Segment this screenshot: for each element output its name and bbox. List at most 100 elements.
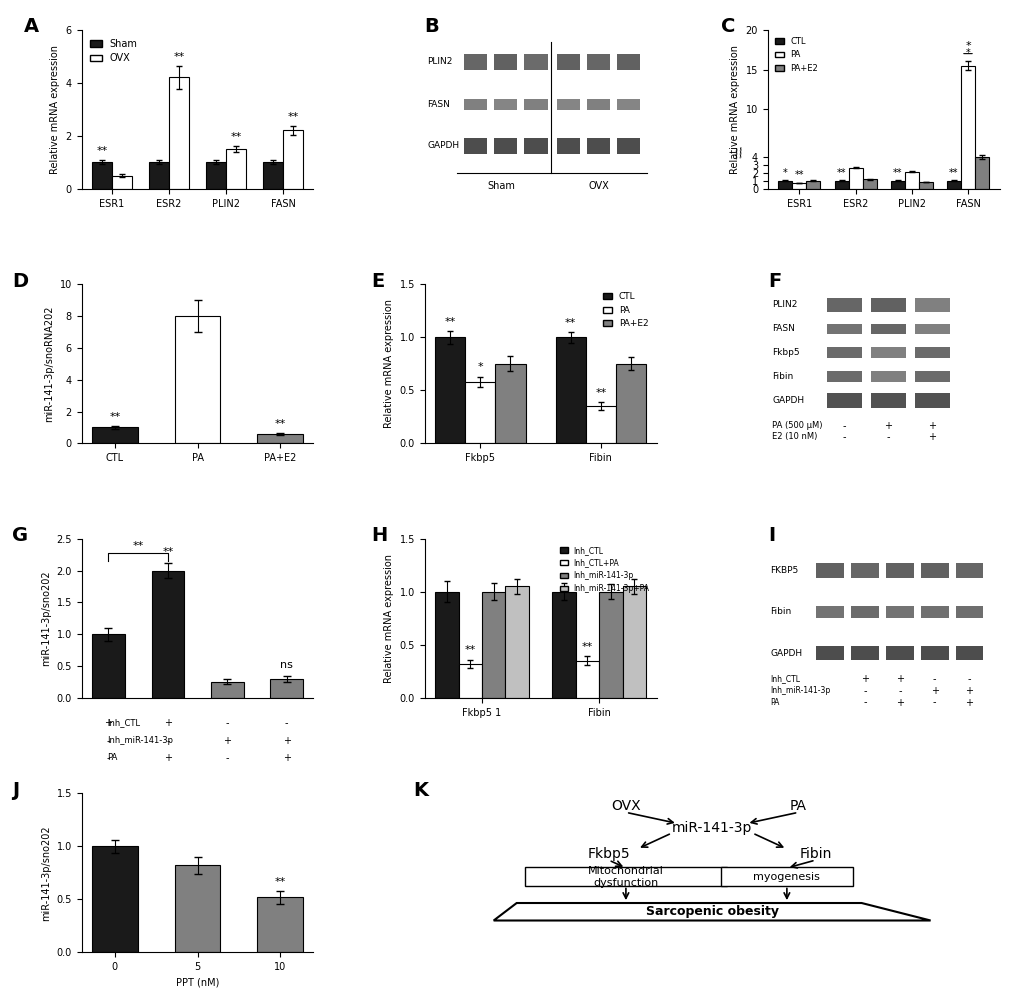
Bar xyxy=(826,298,861,312)
Bar xyxy=(815,606,844,618)
Text: PA: PA xyxy=(107,754,117,763)
Bar xyxy=(555,337,585,443)
Bar xyxy=(616,138,640,154)
Bar xyxy=(848,168,862,188)
Bar xyxy=(494,54,517,69)
Bar xyxy=(112,176,131,188)
Bar xyxy=(862,180,875,188)
Text: FASN: FASN xyxy=(427,100,449,109)
Text: PA: PA xyxy=(789,799,806,813)
Text: I: I xyxy=(767,526,774,545)
Text: ns: ns xyxy=(280,661,292,671)
Bar xyxy=(92,428,138,443)
Y-axis label: miR-141-3p/sno202: miR-141-3p/sno202 xyxy=(41,825,51,921)
Text: -: - xyxy=(842,421,845,431)
Text: G: G xyxy=(12,526,29,545)
Bar xyxy=(482,592,505,697)
Bar xyxy=(459,664,482,697)
Text: F: F xyxy=(767,272,781,291)
Text: GAPDH: GAPDH xyxy=(771,396,804,405)
Text: -: - xyxy=(166,736,169,746)
Text: FKBP5: FKBP5 xyxy=(769,566,798,575)
Text: +: + xyxy=(927,432,935,442)
Bar xyxy=(494,138,517,154)
Bar xyxy=(435,592,459,697)
Text: Sarcopenic obesity: Sarcopenic obesity xyxy=(645,906,777,919)
Bar xyxy=(586,138,609,154)
Bar xyxy=(92,634,124,697)
Y-axis label: Relative mRNA expression: Relative mRNA expression xyxy=(384,300,393,429)
Text: +: + xyxy=(104,718,112,728)
Text: PA: PA xyxy=(769,698,779,707)
Bar xyxy=(149,163,169,188)
Bar xyxy=(914,323,949,334)
Bar xyxy=(920,563,948,577)
Bar xyxy=(918,183,932,188)
Text: **: ** xyxy=(173,52,184,62)
Text: Inh_CTL: Inh_CTL xyxy=(769,675,799,683)
FancyBboxPatch shape xyxy=(525,867,726,886)
Legend: Sham, OVX: Sham, OVX xyxy=(87,35,142,67)
Bar xyxy=(960,65,974,188)
Text: +: + xyxy=(965,685,972,695)
Text: +: + xyxy=(164,718,171,728)
Bar xyxy=(226,149,246,188)
Text: +: + xyxy=(282,754,290,764)
Bar xyxy=(914,298,949,312)
Bar xyxy=(815,646,844,661)
Y-axis label: miR-141-3p/snoRNA202: miR-141-3p/snoRNA202 xyxy=(44,306,54,422)
Bar xyxy=(551,592,575,697)
Text: OVX: OVX xyxy=(588,181,608,190)
Text: J: J xyxy=(12,781,19,800)
FancyBboxPatch shape xyxy=(720,867,852,886)
Text: GAPDH: GAPDH xyxy=(769,649,801,658)
Text: -: - xyxy=(862,685,866,695)
Bar xyxy=(494,99,517,110)
Bar xyxy=(435,337,465,443)
Text: *: * xyxy=(965,49,969,59)
Text: E: E xyxy=(371,272,384,291)
Text: -: - xyxy=(284,718,288,728)
Bar xyxy=(556,54,580,69)
Text: -: - xyxy=(886,432,890,442)
Text: H: H xyxy=(371,526,387,545)
Bar xyxy=(263,163,282,188)
Bar xyxy=(792,184,806,188)
Legend: Inh_CTL, Inh_CTL+PA, Inh_miR-141-3p, Inh_miR-141-3p+PA: Inh_CTL, Inh_CTL+PA, Inh_miR-141-3p, Inh… xyxy=(556,543,652,596)
Bar xyxy=(174,316,220,443)
Bar xyxy=(598,592,622,697)
Y-axis label: Relative mRNA expression: Relative mRNA expression xyxy=(384,554,393,682)
Text: **: ** xyxy=(109,412,120,423)
Bar xyxy=(890,181,904,188)
Legend: CTL, PA, PA+E2: CTL, PA, PA+E2 xyxy=(598,289,651,332)
Bar xyxy=(870,298,905,312)
Text: PA (500 μM): PA (500 μM) xyxy=(771,422,822,431)
Bar xyxy=(955,606,982,618)
Text: **: ** xyxy=(274,419,285,429)
Text: **: ** xyxy=(287,112,299,122)
Text: K: K xyxy=(413,781,428,800)
Text: **: ** xyxy=(162,547,173,557)
Text: **: ** xyxy=(565,317,576,327)
Bar xyxy=(834,181,848,188)
Bar xyxy=(464,54,487,69)
Text: **: ** xyxy=(97,146,108,156)
Text: **: ** xyxy=(892,169,902,179)
Bar xyxy=(585,406,615,443)
Y-axis label: Relative mRNA expression: Relative mRNA expression xyxy=(50,45,60,174)
Text: -: - xyxy=(862,697,866,707)
Text: C: C xyxy=(720,17,735,36)
Bar xyxy=(806,181,819,188)
Text: +: + xyxy=(927,421,935,431)
Text: D: D xyxy=(12,272,29,291)
X-axis label: PPT (nM): PPT (nM) xyxy=(175,977,219,988)
Bar xyxy=(955,563,982,577)
Text: Fibin: Fibin xyxy=(771,372,793,381)
Text: -: - xyxy=(967,674,970,683)
Bar xyxy=(920,646,948,661)
Bar xyxy=(270,679,303,697)
Y-axis label: Relative mRNA expression: Relative mRNA expression xyxy=(730,45,740,174)
Text: Mitochondrial
dysfunction: Mitochondrial dysfunction xyxy=(587,866,663,888)
Bar xyxy=(870,323,905,334)
Text: *: * xyxy=(477,362,483,372)
